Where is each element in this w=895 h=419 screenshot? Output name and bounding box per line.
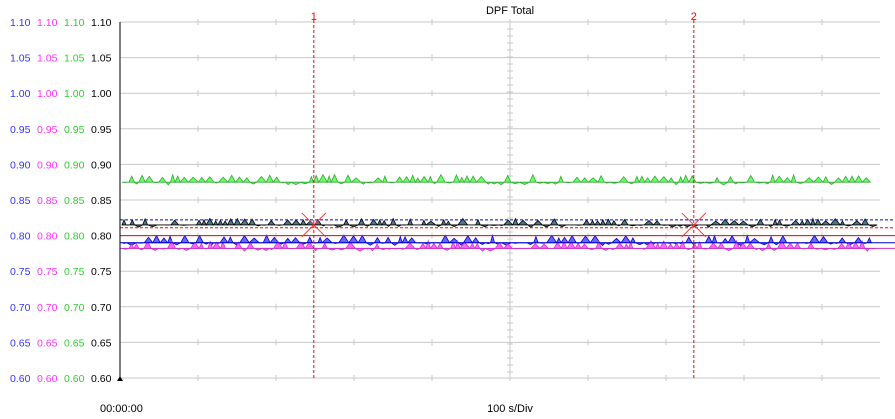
reference-lines xyxy=(120,219,895,249)
y-tick-label: 0.90 xyxy=(10,159,31,171)
y-tick-label: 0.85 xyxy=(64,195,85,207)
y-tick-label: 0.70 xyxy=(91,302,112,314)
series-band xyxy=(121,234,873,247)
chart-title: DPF Total xyxy=(486,5,534,17)
y-tick-label: 0.80 xyxy=(37,231,58,243)
series-layer xyxy=(121,173,878,252)
cursor-cross-icon xyxy=(681,212,707,238)
cursor-label: 1 xyxy=(311,11,317,23)
y-tick-label: 0.65 xyxy=(91,337,112,349)
y-tick-label: 0.80 xyxy=(10,231,31,243)
cursor-label: 2 xyxy=(691,11,697,23)
y-tick-label: 1.05 xyxy=(91,53,112,65)
y-tick-label: 0.75 xyxy=(91,266,112,278)
y-tick-label: 1.10 xyxy=(37,17,58,29)
y-tick-label: 1.00 xyxy=(64,88,85,100)
y-tick-label: 1.00 xyxy=(10,88,31,100)
grid-lines xyxy=(120,19,880,381)
y-tick-label: 1.00 xyxy=(37,88,58,100)
x-start-label: 00:00:00 xyxy=(100,403,143,415)
y-tick-label: 0.95 xyxy=(10,124,31,136)
y-tick-label: 0.80 xyxy=(91,231,112,243)
y-tick-label: 0.90 xyxy=(37,159,58,171)
y-tick-label: 0.85 xyxy=(10,195,31,207)
axis-arrow-icon xyxy=(117,376,123,381)
y-tick-label: 1.05 xyxy=(64,53,85,65)
y-tick-label: 0.75 xyxy=(10,266,31,278)
y-tick-label: 0.60 xyxy=(10,373,31,385)
y-tick-label: 1.10 xyxy=(64,17,85,29)
y-tick-label: 1.10 xyxy=(10,17,31,29)
y-tick-label: 0.95 xyxy=(91,124,112,136)
y-tick-label: 0.60 xyxy=(37,373,58,385)
y-tick-label: 1.05 xyxy=(37,53,58,65)
y-tick-label: 0.75 xyxy=(37,266,58,278)
y-tick-label: 0.65 xyxy=(10,337,31,349)
y-tick-label: 0.65 xyxy=(64,337,85,349)
y-tick-label: 0.85 xyxy=(91,195,112,207)
series-band xyxy=(121,173,872,186)
y-tick-label: 0.95 xyxy=(64,124,85,136)
y-tick-label: 0.65 xyxy=(37,337,58,349)
y-tick-label: 0.70 xyxy=(10,302,31,314)
y-tick-label: 1.10 xyxy=(91,17,112,29)
x-axis-label: 100 s/Div xyxy=(487,403,533,415)
y-tick-label: 0.70 xyxy=(64,302,85,314)
y-tick-label: 0.85 xyxy=(37,195,58,207)
y-tick-label: 0.60 xyxy=(91,373,112,385)
y-tick-label: 0.70 xyxy=(37,302,58,314)
y-tick-label: 0.95 xyxy=(37,124,58,136)
y-tick-label: 0.75 xyxy=(64,266,85,278)
y-tick-label: 1.05 xyxy=(10,53,31,65)
y-axis-labels: 1.10 1.10 1.10 1.10 1.05 1.05 1.05 1.05 1.00 1.00… xyxy=(10,17,112,385)
y-tick-label: 0.80 xyxy=(64,231,85,243)
cursor-cross-icon xyxy=(301,212,327,238)
y-tick-label: 0.90 xyxy=(64,159,85,171)
y-tick-label: 0.60 xyxy=(64,373,85,385)
y-tick-label: 0.90 xyxy=(91,159,112,171)
y-tick-label: 1.00 xyxy=(91,88,112,100)
